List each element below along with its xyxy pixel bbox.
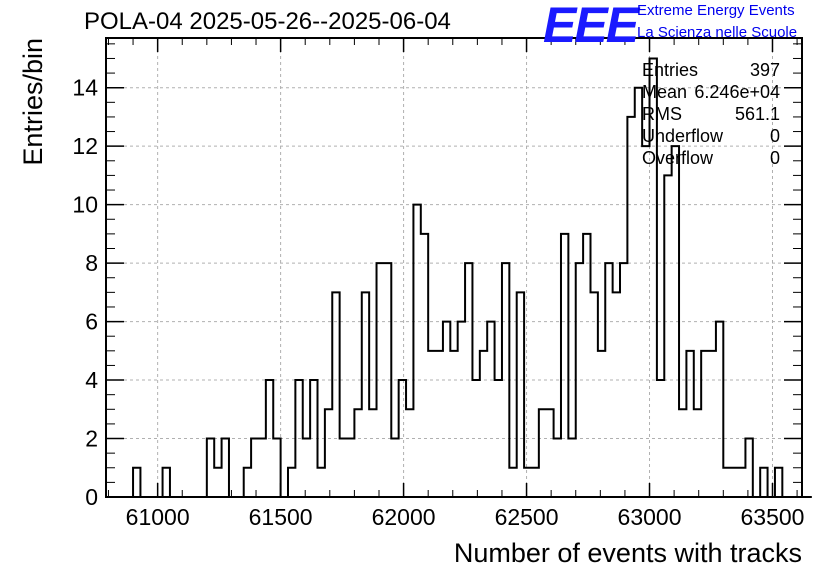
stats-value: 397 (749, 60, 780, 80)
chart-title: POLA-04 2025-05-26--2025-06-04 (84, 8, 451, 35)
y-axis-label: Entries/bin (18, 38, 48, 166)
x-tick-label: 62500 (495, 504, 559, 530)
x-tick-label: 63500 (741, 504, 805, 530)
stats-value: 561.1 (734, 104, 780, 124)
y-tick-label: 12 (72, 133, 98, 159)
x-tick-label: 61000 (126, 504, 190, 530)
histogram-series (110, 57, 812, 498)
stats-value: 0 (769, 126, 780, 146)
logo-subtitle-1: Extreme Energy Events (637, 2, 795, 19)
stats-row-entries: Entries 397 (642, 60, 780, 82)
x-axis-label: Number of events with tracks (454, 538, 802, 568)
x-tick-label: 63000 (618, 504, 682, 530)
tick-labels: 61000 61500 62000 62500 63000 63500 0 2 4 6 8 10 12 1… (72, 75, 804, 530)
stats-row-overflow: Overflow 0 (642, 148, 780, 170)
stats-row-mean: Mean 6.246e+04 (642, 82, 780, 104)
stats-label: RMS (642, 104, 682, 124)
stats-row-underflow: Underflow 0 (642, 126, 780, 148)
y-tick-label: 6 (85, 309, 98, 335)
logo-subtitle-2: La Scienza nelle Scuole (637, 24, 798, 41)
x-tick-label: 62000 (372, 504, 436, 530)
eee-logo: EEE (543, 0, 639, 53)
y-tick-label: 0 (85, 484, 98, 510)
stats-label: Underflow (642, 126, 724, 146)
y-tick-label: 4 (85, 367, 98, 393)
x-tick-label: 61500 (249, 504, 313, 530)
stats-label: Mean (642, 82, 688, 102)
stats-label: Overflow (642, 148, 714, 168)
stats-label: Entries (642, 60, 699, 80)
y-tick-label: 10 (72, 192, 98, 218)
y-tick-label: 8 (85, 250, 98, 276)
stats-row-rms: RMS 561.1 (642, 104, 780, 126)
stats-value: 6.246e+04 (694, 82, 780, 102)
stats-value: 0 (769, 148, 780, 168)
y-tick-label: 2 (85, 426, 98, 452)
plot-frame (105, 37, 803, 498)
y-tick-label: 14 (72, 75, 98, 101)
axis-ticks (106, 38, 802, 498)
